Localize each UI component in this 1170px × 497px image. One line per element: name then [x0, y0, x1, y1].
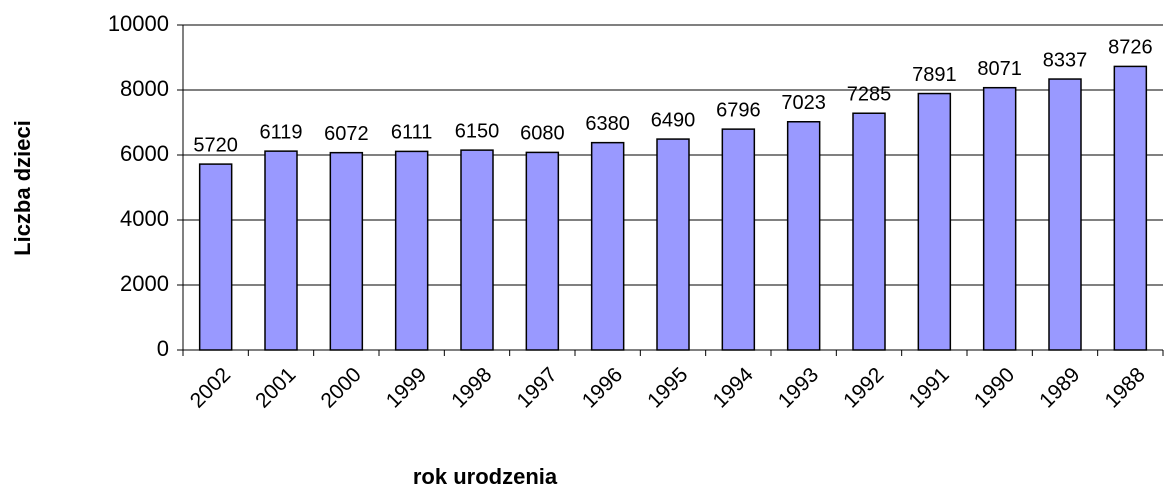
value-label: 7023	[781, 92, 826, 114]
bar	[460, 149, 494, 351]
bar	[852, 112, 886, 351]
x-tick-label: 2001	[251, 363, 300, 412]
x-tick-label: 1992	[839, 363, 888, 412]
x-tick-label: 1990	[970, 363, 1019, 412]
value-label: 6796	[716, 99, 761, 121]
x-tick-label: 2002	[186, 363, 235, 412]
bar	[394, 150, 429, 351]
value-label: 8726	[1108, 37, 1153, 59]
x-tick-label: 1994	[708, 363, 758, 413]
y-tick-label: 4000	[120, 206, 169, 231]
value-label: 6490	[651, 109, 696, 131]
bar	[264, 150, 298, 351]
x-tick-label: 1996	[578, 363, 627, 412]
y-tick-label: 2000	[120, 271, 169, 296]
x-tick-label: 1991	[904, 363, 953, 412]
value-label: 7891	[912, 64, 957, 86]
x-tick-label: 1995	[643, 363, 692, 412]
value-label: 6150	[455, 120, 500, 142]
value-label: 6119	[259, 121, 302, 143]
value-label: 6072	[324, 123, 369, 145]
bar	[198, 163, 233, 351]
value-label: 7285	[847, 84, 892, 106]
bar	[917, 92, 952, 351]
x-tick-label: 1989	[1035, 363, 1084, 412]
bar	[1048, 78, 1082, 351]
value-label: 6111	[391, 122, 433, 144]
y-tick-label: 8000	[120, 76, 169, 101]
value-label: 8071	[977, 58, 1022, 80]
y-axis-title: Liczba dzieci	[10, 120, 35, 256]
x-tick-label: 1997	[512, 363, 561, 412]
bar	[786, 121, 821, 351]
value-label: 6080	[520, 123, 565, 145]
y-tick-label: 0	[157, 336, 169, 361]
value-label: 5720	[193, 134, 238, 156]
value-label: 8337	[1043, 49, 1088, 71]
x-tick-label: 1993	[774, 363, 823, 412]
value-label: 6380	[585, 113, 630, 135]
bar	[525, 151, 560, 351]
bar	[1113, 65, 1148, 351]
bar	[656, 138, 690, 351]
bar	[590, 141, 625, 351]
x-axis-title: rok urodzenia	[413, 464, 558, 489]
x-tick-label: 1999	[382, 363, 431, 412]
x-tick-label: 1998	[447, 363, 496, 412]
bar	[721, 128, 756, 351]
bar	[329, 151, 364, 351]
y-tick-label: 10000	[108, 11, 169, 36]
y-tick-label: 6000	[120, 141, 169, 166]
bar	[982, 86, 1017, 351]
x-tick-label: 1988	[1100, 363, 1149, 412]
x-tick-label: 2000	[316, 363, 365, 412]
